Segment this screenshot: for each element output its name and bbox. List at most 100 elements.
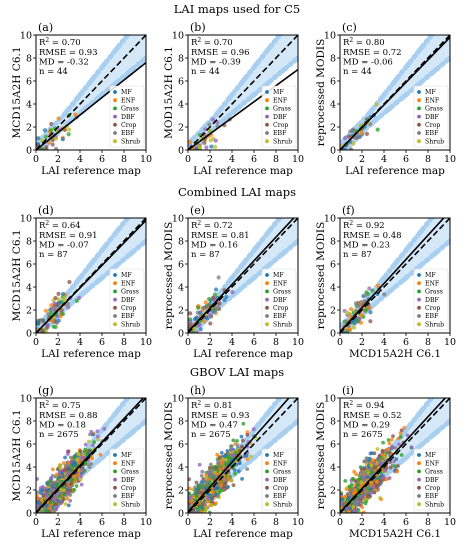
legend-marker-ebf xyxy=(265,494,269,498)
axes-frame xyxy=(339,34,451,151)
data-point-dbf xyxy=(49,306,54,312)
row-title-0: LAI maps used for C5 xyxy=(173,2,301,16)
y-axis-label: reprocessed MODIS xyxy=(315,402,327,510)
data-point-grass xyxy=(74,298,79,303)
y-tick-label: 0 xyxy=(330,328,336,339)
legend-label-grass: Grass xyxy=(273,106,291,113)
data-point-ebf xyxy=(366,484,371,489)
data-point-grass xyxy=(349,482,354,487)
legend-label-enf: ENF xyxy=(121,280,136,287)
data-point-grass xyxy=(363,501,368,506)
legend-box xyxy=(109,268,145,331)
x-tick-label: 0 xyxy=(185,517,191,528)
stat-r2-value: = 0.80 xyxy=(353,38,384,48)
stat-r2-sup: 2 xyxy=(197,220,201,227)
x-tick-label: 10 xyxy=(444,517,456,528)
x-tick-label: 2 xyxy=(55,154,61,165)
y-tick-label: 10 xyxy=(20,393,32,404)
legend-label-shrub: Shrub xyxy=(425,501,444,508)
data-point-shrub xyxy=(221,457,225,462)
data-point-dbf xyxy=(52,301,57,306)
stat-r2-sup: 2 xyxy=(349,400,353,407)
data-point-mf xyxy=(240,477,244,481)
y-tick-label: 6 xyxy=(26,259,32,270)
y-tick-label: 8 xyxy=(26,53,32,64)
data-point-dbf xyxy=(390,445,395,450)
data-point-mf xyxy=(232,468,237,472)
data-point-shrub xyxy=(352,325,357,330)
legend-marker-mf xyxy=(265,90,269,94)
legend-marker-ebf xyxy=(417,131,421,135)
legend-box xyxy=(261,448,297,511)
stat-r2: R2 = 0.94 xyxy=(343,400,385,411)
plot-area xyxy=(188,35,298,150)
stat-n: n = 2675 xyxy=(39,430,79,440)
data-point-shrub xyxy=(81,452,86,457)
data-point-mf xyxy=(236,469,241,474)
data-point-enf xyxy=(90,456,94,461)
legend-label-grass: Grass xyxy=(273,289,291,296)
legend-label-shrub: Shrub xyxy=(273,321,292,328)
y-tick-label: 8 xyxy=(330,53,336,64)
data-point-dbf xyxy=(371,484,375,489)
data-point-grass xyxy=(354,318,360,323)
stat-rmse: RMSE = 0.93 xyxy=(191,411,250,421)
data-point-shrub xyxy=(58,466,63,471)
legend-box xyxy=(413,448,449,511)
data-point-dbf xyxy=(343,135,348,141)
data-point-dbf xyxy=(77,295,82,301)
data-point-dbf xyxy=(231,452,236,457)
data-point-crop xyxy=(40,330,46,333)
legend-label-dbf: DBF xyxy=(273,114,288,121)
data-point-mf xyxy=(368,310,373,315)
data-point-crop xyxy=(66,449,71,454)
data-point-grass xyxy=(55,484,60,488)
data-point-mf xyxy=(198,327,203,332)
data-point-grass xyxy=(219,464,224,469)
regression-line xyxy=(188,398,290,513)
y-axis-label: MCD15A2H C6.1 xyxy=(11,46,23,138)
data-point-enf xyxy=(349,307,354,312)
data-point-grass xyxy=(393,464,398,469)
data-point-grass xyxy=(197,483,202,488)
data-point-enf xyxy=(36,493,39,498)
x-axis-label: LAI reference map xyxy=(193,165,293,177)
data-point-crop xyxy=(188,477,191,482)
data-point-grass xyxy=(363,308,368,313)
x-tick-label: 10 xyxy=(444,154,456,165)
data-point-mf xyxy=(205,316,210,321)
data-point-mf xyxy=(368,451,373,456)
data-point-ebf xyxy=(201,488,206,493)
stat-rmse: RMSE = 0.96 xyxy=(191,48,250,58)
legend-marker-ebf xyxy=(417,314,421,318)
data-point-enf xyxy=(213,501,218,506)
data-point-crop xyxy=(362,467,367,472)
x-tick-label: 0 xyxy=(33,517,39,528)
data-point-ebf xyxy=(368,467,373,472)
data-point-shrub xyxy=(44,330,49,333)
data-point-mf xyxy=(198,310,203,315)
legend-marker-enf xyxy=(265,98,269,103)
x-tick-label: 2 xyxy=(55,337,61,348)
legend-label-ebf: EBF xyxy=(121,313,135,320)
legend-marker-dbf xyxy=(417,114,421,119)
data-point-grass xyxy=(386,438,391,442)
data-point-shrub xyxy=(378,496,382,500)
legend-marker-shrub xyxy=(265,322,269,327)
stat-r2: R2 = 0.64 xyxy=(39,220,81,231)
y-tick-label: 2 xyxy=(26,485,32,496)
y-tick-label: 0 xyxy=(330,145,336,156)
stat-r2: R2 = 0.70 xyxy=(191,37,233,48)
legend-marker-mf xyxy=(417,453,421,457)
data-point-enf xyxy=(245,430,250,434)
legend-marker-mf xyxy=(265,453,269,457)
data-point-enf xyxy=(375,283,381,288)
data-point-crop xyxy=(346,134,351,139)
data-point-enf xyxy=(358,320,364,325)
stat-r2-sup: 2 xyxy=(45,220,49,227)
data-point-grass xyxy=(62,492,67,497)
stat-r2-label: R xyxy=(39,38,46,48)
data-point-shrub xyxy=(213,144,218,150)
